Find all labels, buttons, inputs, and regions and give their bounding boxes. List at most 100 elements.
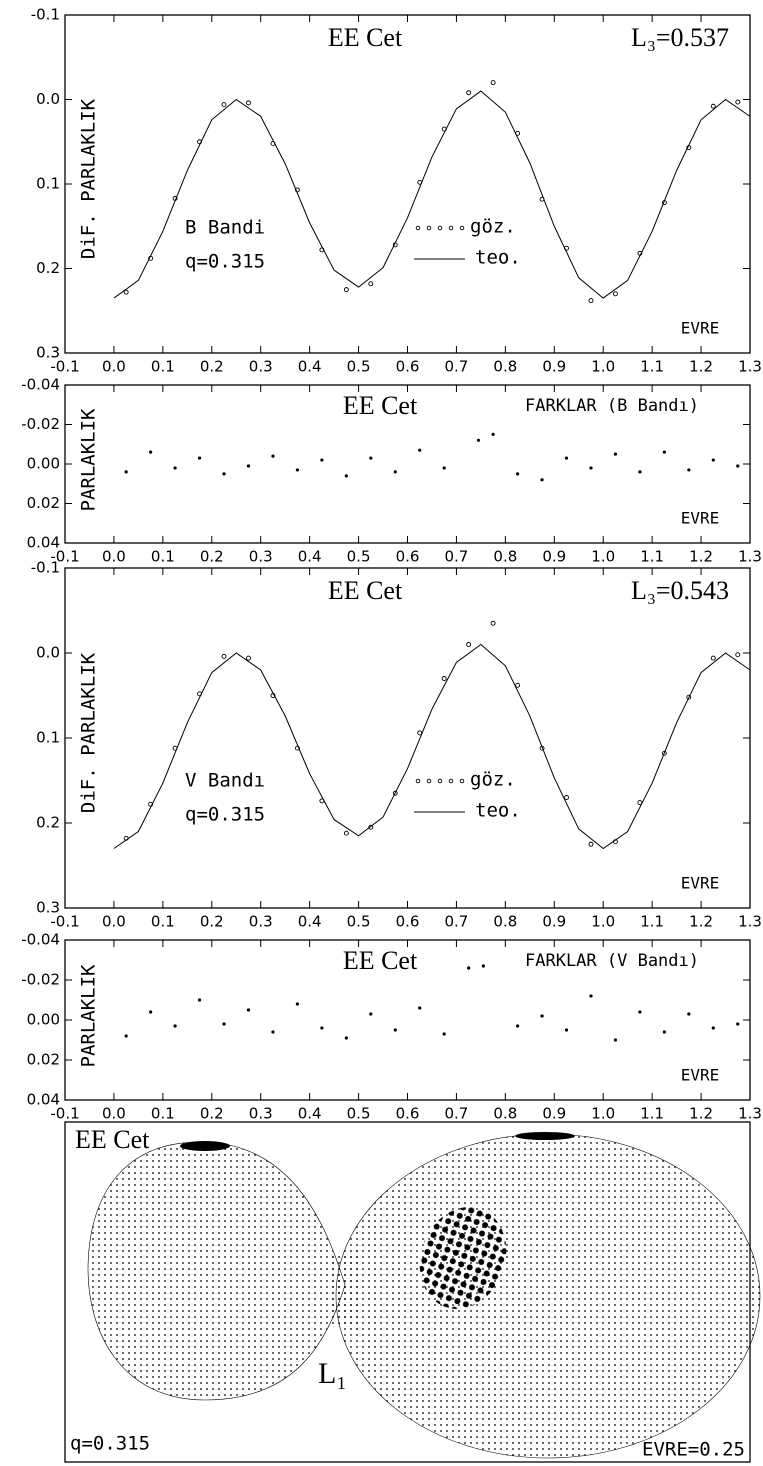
x-tick-label: -0.1 <box>50 548 79 566</box>
x-tick-label: 0.3 <box>249 358 273 376</box>
observed-point <box>588 841 594 847</box>
x-tick-label: 1.3 <box>738 358 762 376</box>
y-axis-label: DiF. PARLAKLIK <box>78 652 100 813</box>
x-tick-label: 1.2 <box>689 358 713 376</box>
x-tick-label: 0.7 <box>444 358 468 376</box>
observed-point <box>735 652 741 658</box>
residual-point <box>662 450 666 454</box>
residual-point <box>564 456 569 460</box>
y-tick-label: 0.2 <box>36 259 60 277</box>
residual-point <box>515 472 520 476</box>
x-tick-label: 0.4 <box>298 358 322 376</box>
observed-point <box>123 289 129 295</box>
q-label: q=0.315 <box>70 1433 150 1455</box>
residual-point <box>418 448 422 452</box>
residual-point <box>393 1028 397 1032</box>
x-tick-label: 0.5 <box>347 358 371 376</box>
x-tick-label: 1.3 <box>738 913 762 931</box>
residual-point <box>344 1036 348 1040</box>
x-tick-label: 1.2 <box>689 1105 713 1123</box>
legend-label: göz. <box>470 769 516 791</box>
residual-point <box>613 1038 618 1042</box>
x-tick-label: 0.2 <box>200 1105 224 1123</box>
y-tick-label: 0.02 <box>27 1051 60 1069</box>
x-tick-label: 1.1 <box>640 548 664 566</box>
observed-point <box>466 642 472 647</box>
y-axis-label: DiF. PARLAKLIK <box>78 98 100 259</box>
x-tick-label: 0.9 <box>542 913 566 931</box>
secondary-star <box>87 1141 346 1401</box>
legend-marker <box>426 225 432 231</box>
x-tick-label: 0.7 <box>444 1105 468 1123</box>
x-tick-label: 0.4 <box>298 1105 322 1123</box>
residual-point <box>491 432 495 436</box>
legend-label: teo. <box>475 247 521 269</box>
residual-point <box>540 1014 544 1018</box>
observed-point <box>441 676 447 681</box>
x-tick-label: 0.7 <box>444 913 468 931</box>
observed-point <box>246 100 251 106</box>
residual-point <box>515 1024 520 1028</box>
x-tick-label: 1.0 <box>591 358 615 376</box>
q-label: q=0.315 <box>185 251 265 273</box>
x-tick-label: 0.0 <box>102 913 126 931</box>
observed-point <box>490 620 496 626</box>
x-tick-label: 1.3 <box>738 548 762 566</box>
legend-marker <box>415 778 421 784</box>
residual-point <box>124 1034 128 1038</box>
model-panel: EE Cet L₁ q=0.315 EVRE=0.25 <box>64 1121 761 1463</box>
x-tick-label: 0.4 <box>298 548 322 566</box>
residual-point <box>320 458 324 462</box>
observed-point <box>490 80 496 86</box>
y-tick-label: 0.04 <box>27 534 60 552</box>
chart-note: FARKLAR (V Bandı) <box>525 951 699 971</box>
y-tick-label: 0.3 <box>36 344 60 362</box>
residual-point <box>246 464 251 468</box>
y-tick-label: -0.1 <box>31 559 60 577</box>
y-tick-label: 0.02 <box>27 494 60 512</box>
residual-point <box>467 966 471 970</box>
x-tick-label: 0.3 <box>249 913 273 931</box>
residual-point <box>246 1008 251 1012</box>
x-axis-label: EVRE <box>681 1066 720 1085</box>
observed-point <box>735 99 741 105</box>
x-tick-label: 0.1 <box>151 913 175 931</box>
legend-marker <box>448 225 454 231</box>
observed-point <box>368 281 374 287</box>
observed-point <box>588 298 594 304</box>
residual-point <box>442 466 446 470</box>
residual-point <box>197 998 202 1002</box>
observed-point <box>246 655 251 661</box>
model-title: EE Cet <box>75 1125 150 1154</box>
residual-point <box>222 1022 226 1026</box>
residual-point <box>711 1026 715 1030</box>
x-axis-label: EVRE <box>681 509 720 528</box>
residual-point <box>295 1002 300 1006</box>
model-curve <box>113 643 751 850</box>
residual-point <box>540 478 544 482</box>
y-tick-label: 0.1 <box>36 729 60 747</box>
x-tick-label: 0.8 <box>493 548 517 566</box>
x-tick-label: 0.6 <box>396 358 420 376</box>
residual-point <box>613 452 618 456</box>
y-tick-label: 0.0 <box>36 644 60 662</box>
residual-point <box>295 468 300 472</box>
chart-title: EE Cet <box>343 946 418 975</box>
phase-label: EVRE=0.25 <box>642 1439 745 1461</box>
x-tick-label: -0.1 <box>50 913 79 931</box>
x-tick-label: 0.1 <box>151 548 175 566</box>
residual-point <box>687 1012 691 1016</box>
x-tick-label: 0.8 <box>493 1105 517 1123</box>
x-tick-label: 0.0 <box>102 358 126 376</box>
residual-point <box>481 964 485 968</box>
x-tick-label: 1.2 <box>689 548 713 566</box>
x-tick-label: 0.5 <box>347 913 371 931</box>
x-tick-label: 1.1 <box>640 358 664 376</box>
primary-star <box>335 1133 761 1459</box>
x-tick-label: 0.5 <box>347 1105 371 1123</box>
y-axis-label: PARLAKLIK <box>78 964 100 1068</box>
x-tick-label: 0.0 <box>102 1105 126 1123</box>
legend-marker <box>448 778 454 784</box>
x-tick-label: 0.7 <box>444 548 468 566</box>
